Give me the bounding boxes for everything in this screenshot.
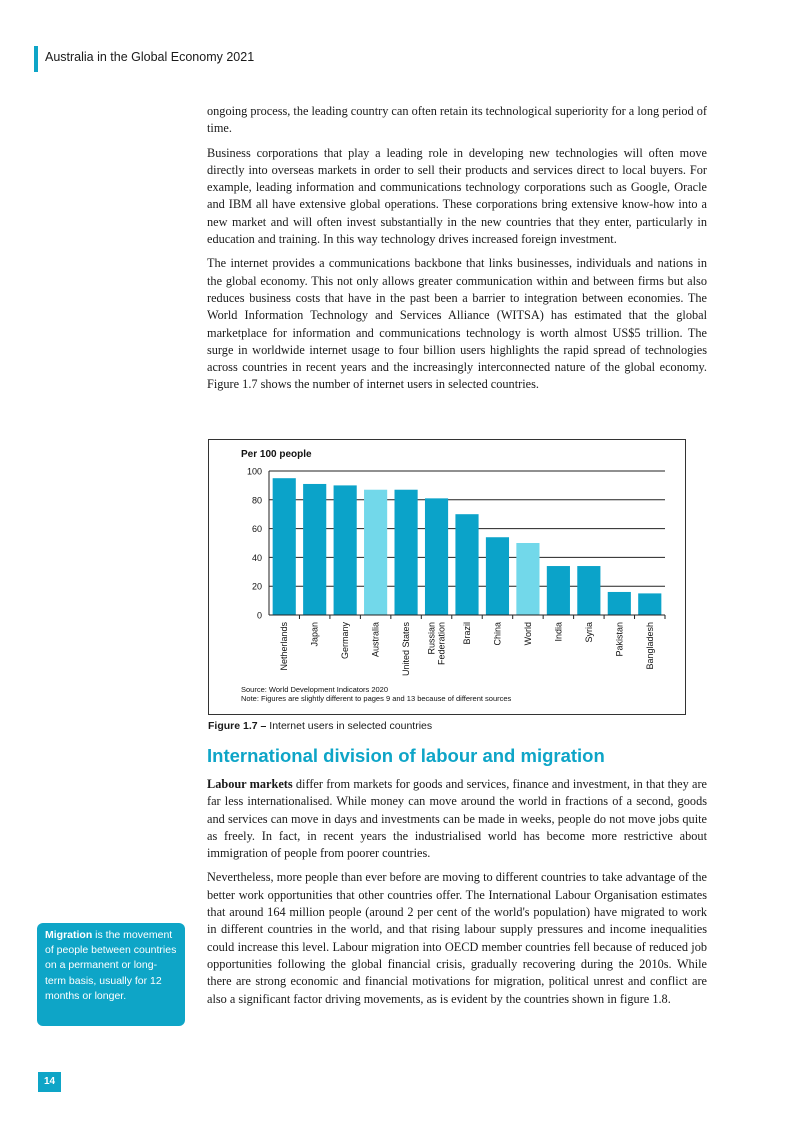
figure-source: Source: World Development Indicators 202… <box>241 685 388 694</box>
bar-russian-federation <box>424 498 449 615</box>
bar-japan <box>303 483 327 615</box>
key-term: Labour markets <box>207 777 293 791</box>
bar-netherlands <box>272 478 296 615</box>
x-tick-label: World <box>523 622 533 645</box>
bar-chart: Per 100 people 0 20 40 60 80 100 Netherlands Jap… <box>241 449 666 703</box>
running-title: Australia in the Global Economy 2021 <box>45 50 255 64</box>
y-axis-title: Per 100 people <box>241 449 312 460</box>
x-tick-label: Japan <box>310 622 320 647</box>
x-tick-label: Federation <box>437 622 447 665</box>
paragraph: Nevertheless, more people than ever befo… <box>207 870 707 1006</box>
page-number: 14 <box>38 1072 61 1092</box>
paragraph: ongoing process, the leading country can… <box>207 104 707 136</box>
x-tick-label: India <box>553 622 563 642</box>
bar-bangladesh <box>638 593 662 615</box>
bar-brazil <box>455 514 479 615</box>
x-tick-label: Brazil <box>462 622 472 645</box>
x-tick-label: Germany <box>340 622 350 660</box>
figure-box: Per 100 people 0 20 40 60 80 100 Netherlands Jap… <box>208 439 686 715</box>
y-tick-label: 40 <box>252 553 262 563</box>
figure-caption-text: Internet users in selected countries <box>266 720 433 732</box>
bar-united-states <box>394 489 418 615</box>
bar-syria <box>577 566 601 615</box>
running-head: Australia in the Global Economy 2021 <box>34 46 254 72</box>
bar-australia <box>364 489 388 615</box>
figure-note: Note: Figures are slightly different to … <box>241 694 512 703</box>
y-tick-label: 100 <box>247 467 262 477</box>
bar-world <box>516 543 540 615</box>
definition-term: Migration <box>45 929 93 941</box>
x-tick-label: Bangladesh <box>645 622 655 670</box>
x-tick-label: China <box>492 622 502 646</box>
x-tick-label: United States <box>401 622 411 677</box>
figure-caption: Figure 1.7 – Internet users in selected … <box>208 720 432 732</box>
bar-germany <box>333 485 357 615</box>
y-tick-label: 80 <box>252 495 262 505</box>
body-text-top: ongoing process, the leading country can… <box>207 103 707 401</box>
paragraph: The internet provides a communications b… <box>207 256 707 392</box>
x-tick-label: Pakistan <box>614 622 624 657</box>
definition-box: Migration is the movement of people betw… <box>37 923 185 1026</box>
bar-pakistan <box>607 591 631 615</box>
bar-china <box>485 537 510 615</box>
x-tick-label: Netherlands <box>279 622 289 671</box>
x-tick-label: Russian <box>427 622 437 655</box>
paragraph: Business corporations that play a leadin… <box>207 145 707 247</box>
section-title: International division of labour and mig… <box>207 745 605 766</box>
bar-india <box>546 566 570 615</box>
x-tick-label: Australia <box>371 622 381 657</box>
x-tick-label: Syria <box>584 622 594 643</box>
figure-caption-number: Figure 1.7 – <box>208 720 267 732</box>
paragraph: Labour markets differ from markets for g… <box>207 777 708 861</box>
y-tick-label: 0 <box>257 611 262 621</box>
y-tick-label: 20 <box>252 582 262 592</box>
y-tick-label: 60 <box>252 524 262 534</box>
body-text-bottom: Labour markets differ from markets for g… <box>207 776 707 1015</box>
definition-text: is the movement of people between countr… <box>45 929 177 1002</box>
